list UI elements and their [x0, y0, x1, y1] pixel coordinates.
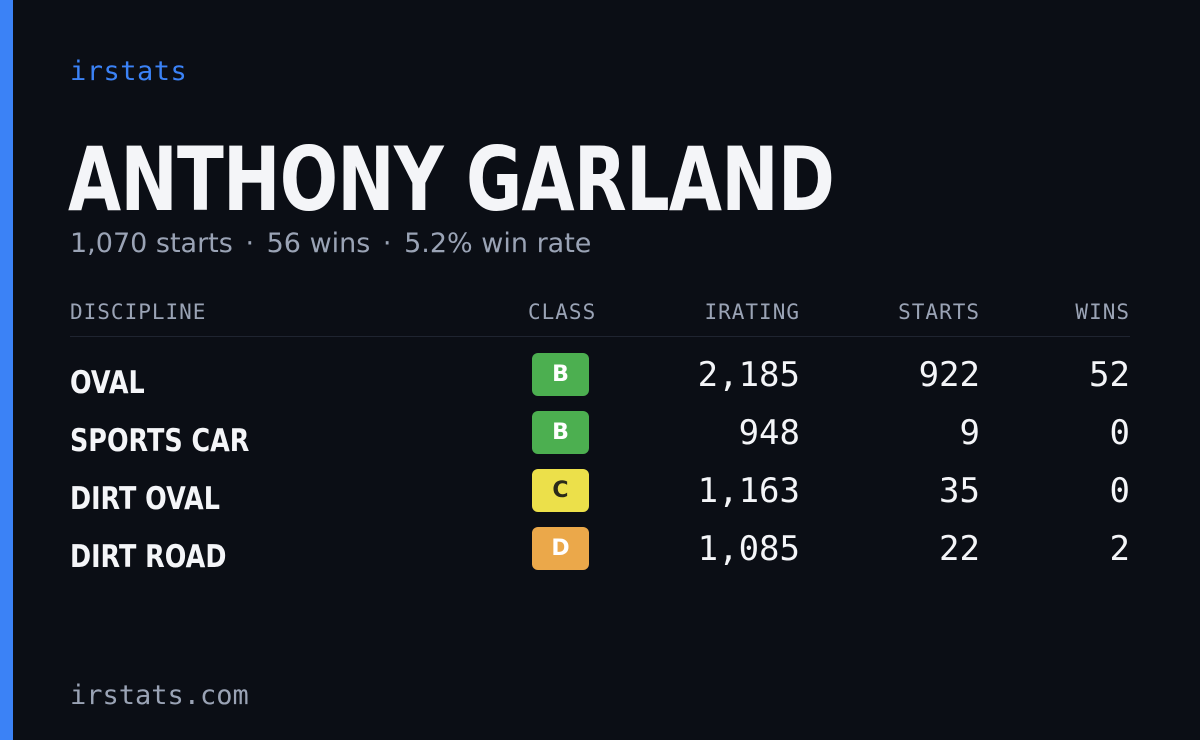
wins-value: 0	[1109, 471, 1130, 511]
win-rate-summary: 5.2% win rate	[404, 228, 592, 259]
class-badge: D	[532, 527, 589, 570]
header-wins: WINS	[1075, 300, 1130, 324]
irating-value: 2,185	[697, 355, 800, 395]
header-discipline: DISCIPLINE	[70, 300, 207, 324]
wins-value: 52	[1089, 355, 1130, 395]
table-row: DIRT OVAL C 1,163 35 0	[70, 469, 1130, 527]
header-irating: IRATING	[704, 300, 800, 324]
footer-domain[interactable]: irstats.com	[70, 680, 249, 711]
discipline-name: OVAL	[70, 365, 145, 401]
irating-value: 1,163	[697, 471, 800, 511]
table-row: DIRT ROAD D 1,085 22 2	[70, 527, 1130, 585]
table-row: SPORTS CAR B 948 9 0	[70, 411, 1130, 469]
irating-value: 1,085	[697, 529, 800, 569]
wins-summary: 56 wins	[266, 228, 371, 259]
wins-value: 0	[1109, 413, 1130, 453]
table-body: OVAL B 2,185 922 52 SPORTS CAR B 948 9 0…	[70, 353, 1130, 585]
starts-value: 9	[959, 413, 980, 453]
header-class: CLASS	[528, 300, 597, 324]
separator: ·	[382, 228, 392, 259]
header-starts: STARTS	[898, 300, 980, 324]
driver-summary: 1,070 starts · 56 wins · 5.2% win rate	[70, 228, 591, 259]
class-badge: C	[532, 469, 589, 512]
accent-bar	[0, 0, 13, 740]
table-header: DISCIPLINE CLASS IRATING STARTS WINS	[70, 298, 1130, 337]
discipline-name: DIRT OVAL	[70, 481, 220, 517]
separator: ·	[245, 228, 255, 259]
brand-logo[interactable]: irstats	[70, 56, 188, 87]
wins-value: 2	[1109, 529, 1130, 569]
irating-value: 948	[738, 413, 800, 453]
discipline-name: DIRT ROAD	[70, 539, 227, 575]
discipline-name: SPORTS CAR	[70, 423, 250, 459]
starts-value: 35	[939, 471, 980, 511]
table-row: OVAL B 2,185 922 52	[70, 353, 1130, 411]
class-badge: B	[532, 353, 589, 396]
class-badge: B	[532, 411, 589, 454]
starts-summary: 1,070 starts	[70, 228, 233, 259]
starts-value: 922	[918, 355, 980, 395]
driver-name: ANTHONY GARLAND	[68, 128, 835, 231]
starts-value: 22	[939, 529, 980, 569]
discipline-stats-table: DISCIPLINE CLASS IRATING STARTS WINS OVA…	[70, 298, 1130, 585]
